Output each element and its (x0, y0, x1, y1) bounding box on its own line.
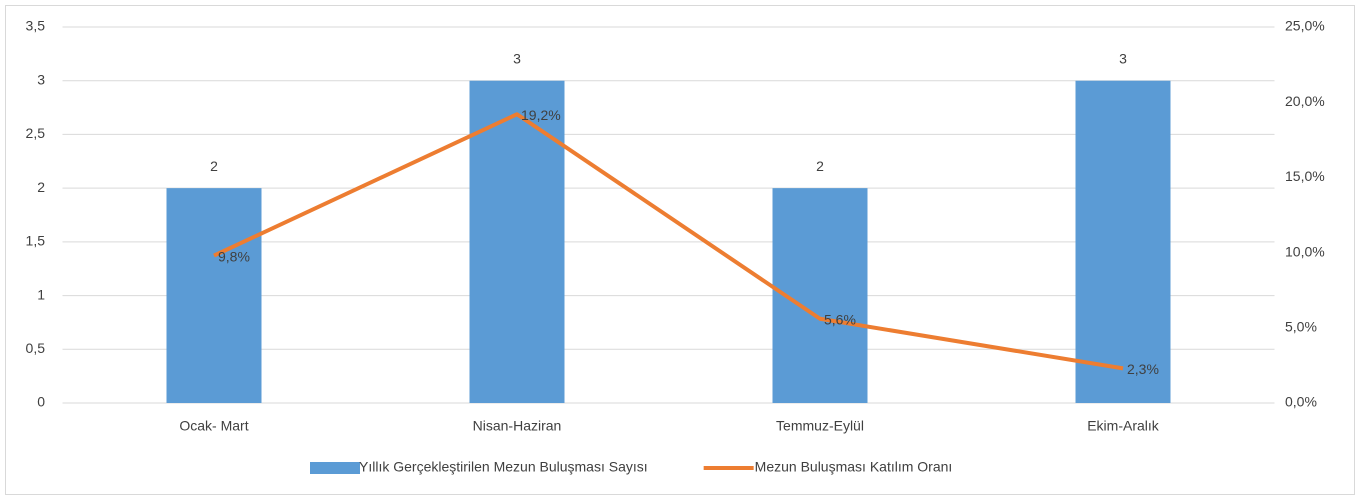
bar-value-label: 2 (210, 158, 218, 174)
y-tick-label: 2,5 (26, 125, 46, 141)
x-tick-label: Temmuz-Eylül (776, 418, 864, 434)
y-tick-label: 2 (37, 179, 45, 195)
bar (1075, 80, 1171, 403)
y2-tick-label: 5,0% (1285, 319, 1317, 335)
x-tick-label: Ekim-Aralık (1087, 418, 1160, 434)
y2-tick-label: 20,0% (1285, 93, 1325, 109)
bar-value-label: 3 (513, 50, 521, 66)
x-tick-label: Ocak- Mart (179, 418, 248, 434)
y-tick-label: 3,5 (26, 18, 46, 34)
bar-value-label: 3 (1119, 50, 1127, 66)
y-tick-label: 0 (37, 394, 45, 410)
bar-value-label: 2 (816, 158, 824, 174)
y2-tick-label: 15,0% (1285, 168, 1325, 184)
legend-swatch (310, 462, 360, 474)
line (213, 112, 1124, 371)
line-value-label: 9,8% (218, 248, 250, 264)
x-tick-label: Nisan-Haziran (473, 418, 562, 434)
line-value-label: 5,6% (824, 311, 856, 327)
legend-label: Mezun Buluşması Katılım Oranı (755, 459, 953, 475)
y-tick-label: 3 (37, 71, 45, 87)
legend-label: Yıllık Gerçekleştirilen Mezun Buluşması … (359, 459, 648, 475)
bar (166, 188, 262, 403)
line-value-label: 2,3% (1127, 361, 1159, 377)
y-tick-label: 1 (37, 286, 45, 302)
y-tick-label: 1,5 (26, 233, 46, 249)
y2-tick-label: 0,0% (1285, 394, 1317, 410)
line-value-label: 19,2% (521, 107, 561, 123)
y-tick-label: 0,5 (26, 340, 46, 356)
y2-tick-label: 25,0% (1285, 18, 1325, 34)
y2-tick-label: 10,0% (1285, 243, 1325, 259)
